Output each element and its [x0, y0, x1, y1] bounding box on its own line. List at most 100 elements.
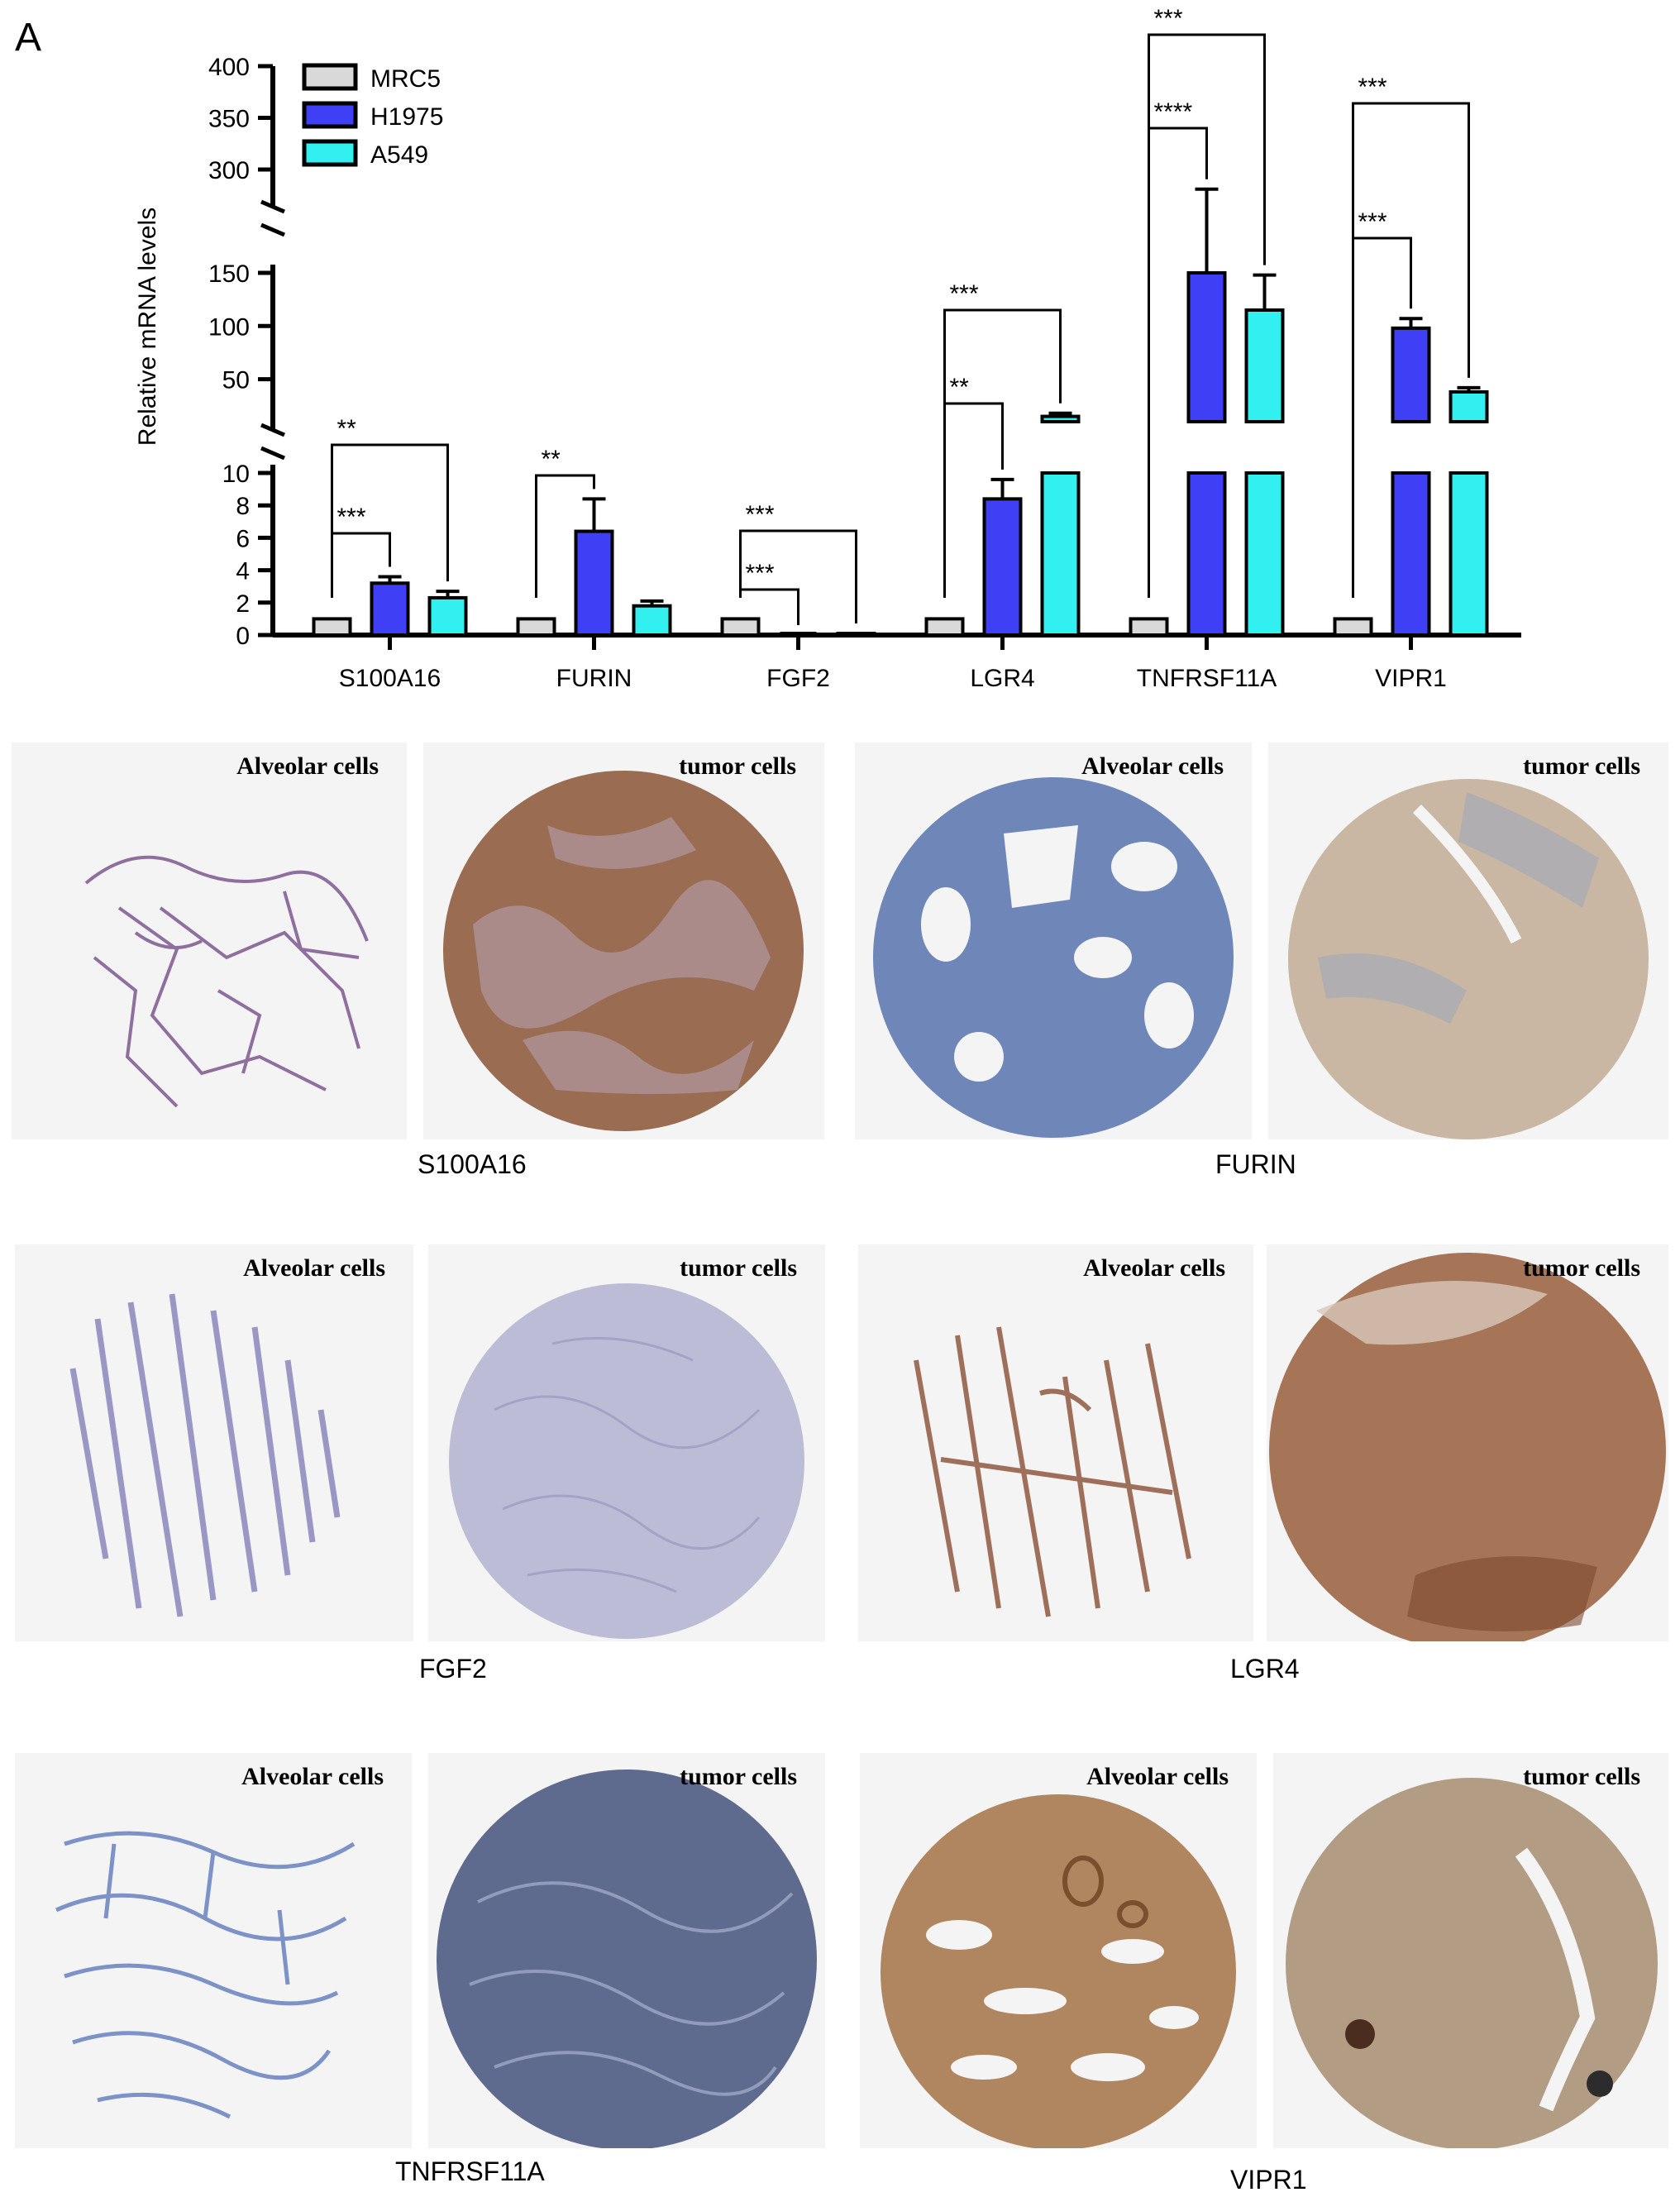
x-tick-label: TNFRSF11A [1137, 665, 1277, 692]
tissue-image [1286, 1778, 1658, 2148]
legend-label: A549 [370, 141, 428, 169]
ihc-tile-fgf2-tumor: tumor cells [428, 1244, 825, 1641]
tissue-image [55, 1831, 356, 2119]
y-tick-label: 100 [208, 313, 250, 341]
tissue-core [449, 1283, 804, 1639]
tissue-image [873, 777, 1234, 1138]
significance-bracket [535, 474, 595, 598]
ihc-tile-furin-alveolar: Alveolar cells [855, 743, 1252, 1139]
significance-label: *** [1358, 74, 1387, 101]
tissue-image [1288, 779, 1649, 1139]
gene-label-s100a16: S100A16 [418, 1149, 527, 1179]
bar [924, 617, 965, 638]
ihc-tile-vipr1-tumor: tumor cells [1273, 1753, 1668, 2148]
bar [516, 617, 556, 638]
tissue-texture [1318, 792, 1599, 1024]
alveolar-label: Alveolar cells [236, 752, 379, 780]
y-tick-label: 2 [236, 590, 250, 618]
ihc-tile-furin-tumor: tumor cells [1268, 743, 1668, 1139]
ihc-tile-s100a16-alveolar: Alveolar cells [12, 743, 407, 1139]
significance-label: ** [950, 374, 970, 401]
tissue-spaces [921, 825, 1194, 1082]
y-tick-label: 8 [236, 493, 250, 520]
significance-label: ** [337, 415, 357, 442]
legend-swatch [302, 101, 358, 129]
tissue-stain [914, 1326, 1191, 1617]
tissue-dark-region [1407, 1556, 1597, 1631]
legend-swatch [302, 139, 358, 167]
bar [427, 595, 468, 637]
tissue-spaces [926, 1920, 1199, 2081]
tissue-stain [84, 855, 369, 1108]
ihc-tile-tnfrsf11a-alveolar: Alveolar cells [15, 1753, 412, 2148]
tissue-image [443, 771, 804, 1131]
tissue-texture [494, 1336, 761, 1593]
significance-label: *** [746, 501, 775, 528]
tissue-texture [469, 1881, 794, 2096]
y-tick-label: 4 [236, 558, 250, 585]
legend-swatch [302, 63, 358, 91]
bar [1244, 308, 1285, 423]
ihc-tile-lgr4-tumor: tumor cells [1267, 1244, 1668, 1641]
bar-chart: 0 2 4 6 8 10 50 100 150 300 350 400 Relative mRNA le… [134, 5, 1521, 692]
bar [1391, 326, 1431, 424]
y-tick-label: 400 [208, 54, 250, 81]
gene-label-lgr4: LGR4 [1230, 1654, 1300, 1684]
tissue-image [84, 855, 369, 1108]
tissue-image [69, 1293, 341, 1617]
alveolar-label: Alveolar cells [243, 1254, 385, 1282]
significance-label: **** [1154, 98, 1193, 126]
gene-label-vipr1: VIPR1 [1230, 2165, 1307, 2195]
bar [1333, 617, 1373, 638]
bar [1244, 471, 1285, 637]
ihc-tile-vipr1-alveolar: Alveolar cells [860, 1753, 1257, 2148]
bar [632, 604, 672, 637]
bar [836, 632, 876, 637]
gene-label-tnfrsf11a: TNFRSF11A [395, 2156, 545, 2186]
tissue-image [914, 1326, 1191, 1617]
tissue-image [449, 1283, 804, 1639]
axis-break-mark [260, 222, 285, 237]
bar [1391, 471, 1431, 637]
significance-bracket [1148, 33, 1266, 598]
y-tick-label: 350 [208, 106, 250, 133]
ihc-tile-tnfrsf11a-tumor: tumor cells [428, 1753, 825, 2148]
axis-break-mark [260, 446, 285, 461]
significance-label: ** [542, 446, 561, 473]
bar [720, 617, 761, 638]
axis-break-mark [260, 423, 285, 437]
ihc-tile-lgr4-alveolar: Alveolar cells [858, 1244, 1253, 1641]
tissue-stain [55, 1831, 356, 2119]
y-tick-label: 10 [222, 461, 250, 488]
significance-bracket [943, 308, 1062, 598]
bar [982, 497, 1023, 637]
significance-label: *** [950, 280, 979, 308]
tumor-label: tumor cells [680, 1254, 797, 1282]
legend-label: MRC5 [370, 65, 441, 93]
x-tick-label: FURIN [556, 665, 632, 692]
tumor-label: tumor cells [680, 1763, 797, 1790]
tissue-ducts [1062, 1856, 1148, 1928]
significance-label: *** [1358, 208, 1387, 236]
y-tick-label: 150 [208, 260, 250, 288]
pigment-spot [1587, 2070, 1613, 2097]
ihc-tile-s100a16-tumor: tumor cells [423, 743, 824, 1139]
y-axis-label: Relative mRNA levels [134, 208, 161, 446]
tissue-image [437, 1770, 817, 2148]
bar [1040, 471, 1081, 637]
bar [370, 581, 410, 638]
tissue-core [1269, 1253, 1666, 1641]
y-tick-label: 300 [208, 157, 250, 184]
tumor-label: tumor cells [1523, 1254, 1640, 1282]
alveolar-label: Alveolar cells [241, 1763, 384, 1790]
bar [1449, 471, 1489, 637]
tumor-label: tumor cells [1523, 1763, 1640, 1790]
legend-label: H1975 [370, 103, 443, 131]
bar [1186, 471, 1227, 637]
alveolar-label: Alveolar cells [1086, 1763, 1229, 1790]
bar [1186, 271, 1227, 423]
ihc-tile-fgf2-alveolar: Alveolar cells [15, 1244, 413, 1641]
bar [574, 529, 614, 637]
significance-bracket [1352, 102, 1470, 598]
x-tick-label: FGF2 [766, 665, 830, 692]
